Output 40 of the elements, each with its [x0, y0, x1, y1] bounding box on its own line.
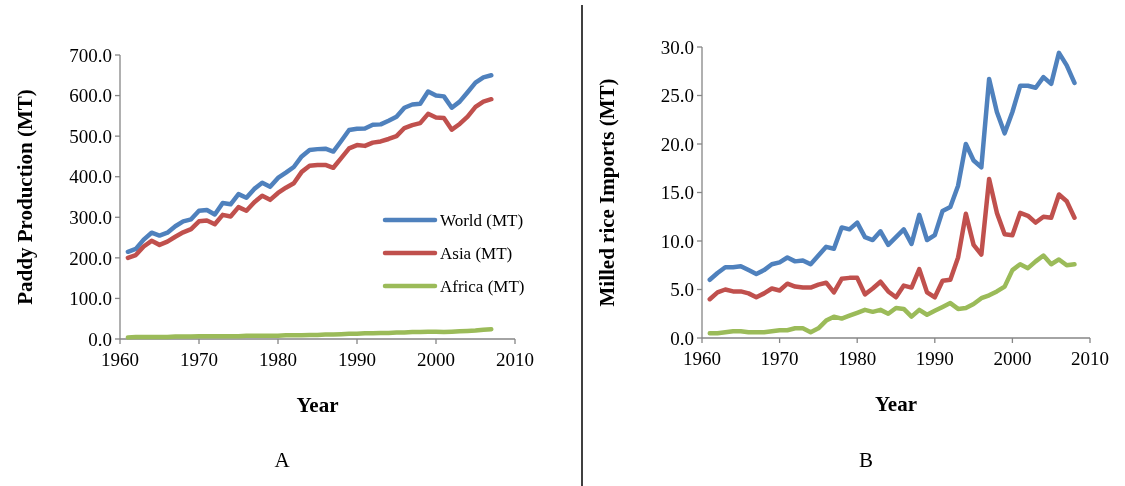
y-tick-label: 400.0 — [69, 166, 112, 188]
y-axis-title: Milled rice Imports (MT) — [595, 78, 619, 307]
x-tick-label: 1970 — [760, 348, 799, 369]
x-tick-label: 2000 — [993, 348, 1032, 369]
y-tick-label: 0.0 — [88, 328, 112, 350]
x-tick-label: 1980 — [259, 349, 297, 370]
y-tick-label: 20.0 — [660, 133, 694, 155]
x-axis-title: Year — [296, 393, 339, 417]
x-tick-label: 1990 — [338, 349, 376, 370]
text: A — [274, 448, 291, 472]
x-tick-label: 1990 — [915, 348, 954, 369]
x-tick-label: 2000 — [417, 349, 455, 370]
y-tick-label: 25.0 — [660, 85, 694, 107]
y-tick-label: 100.0 — [69, 288, 112, 310]
x-tick-label: 1960 — [101, 349, 139, 370]
text: B — [858, 448, 874, 472]
legend-label: Asia (MT) — [440, 243, 513, 263]
y-tick-label: 10.0 — [660, 230, 694, 252]
y-tick-label: 0.0 — [670, 327, 694, 349]
y-tick-label: 5.0 — [670, 279, 694, 301]
x-tick-label: 2010 — [1071, 348, 1109, 369]
x-axis-title: Year — [875, 392, 917, 416]
line-series — [125, 327, 494, 340]
x-tick-label: 1970 — [180, 349, 218, 370]
y-tick-label: 500.0 — [69, 125, 112, 147]
x-tick-label: 1980 — [838, 348, 877, 369]
legend-label: World (MT) — [440, 210, 524, 230]
y-tick-label: 300.0 — [69, 206, 112, 228]
line-series — [707, 253, 1077, 336]
y-tick-label: 700.0 — [69, 44, 112, 66]
y-tick-label: 15.0 — [660, 182, 694, 204]
y-tick-label: 30.0 — [660, 36, 694, 58]
y-tick-label: 200.0 — [69, 247, 112, 269]
legend-label: Africa (MT) — [440, 276, 525, 296]
x-tick-label: 1960 — [683, 348, 721, 369]
y-axis-title: Paddy Production (MT) — [13, 89, 37, 305]
x-tick-label: 2010 — [496, 349, 534, 370]
y-tick-label: 600.0 — [69, 85, 112, 107]
line-series — [707, 176, 1077, 302]
line-series — [707, 50, 1077, 283]
